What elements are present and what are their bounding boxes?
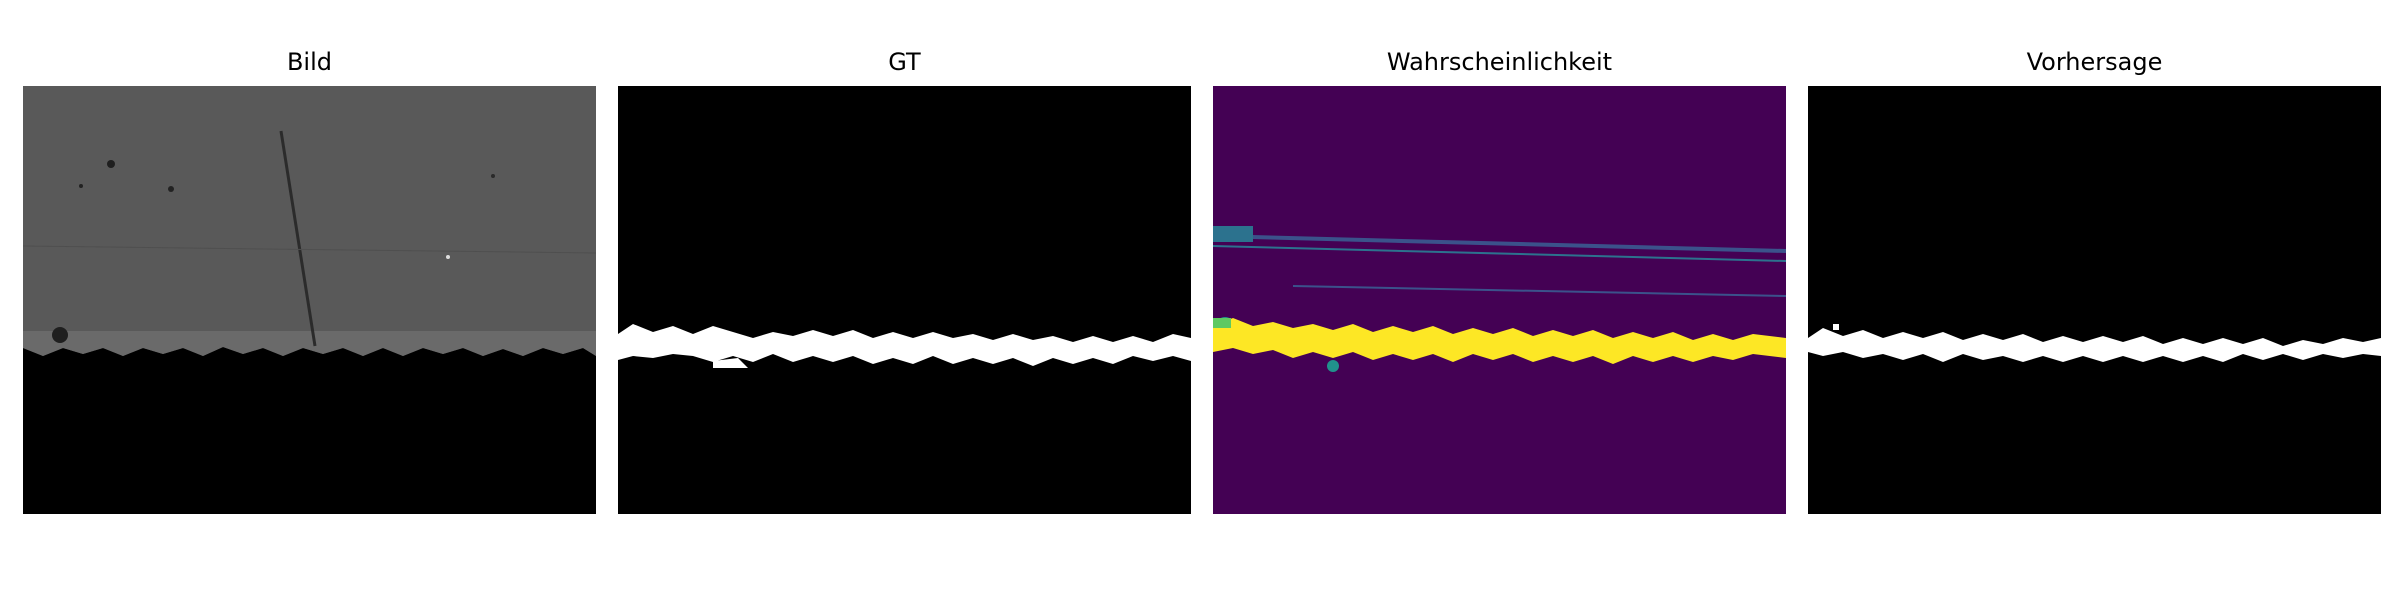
micrograph-image xyxy=(23,86,596,514)
panel-prediction-image xyxy=(1808,86,2381,514)
panel-title-gt: GT xyxy=(888,48,921,76)
panel-gt-image xyxy=(618,86,1191,514)
prediction-mask xyxy=(1808,86,2381,514)
panel-title-wahrscheinlichkeit: Wahrscheinlichkeit xyxy=(1386,48,1613,76)
probability-map xyxy=(1213,86,1786,514)
panel-bild-image xyxy=(23,86,596,514)
panel-probability-image xyxy=(1213,86,1786,514)
ground-truth-mask xyxy=(618,86,1191,514)
panel-title-vorhersage: Vorhersage xyxy=(2026,48,2163,76)
panel-title-bild: Bild xyxy=(286,48,333,76)
